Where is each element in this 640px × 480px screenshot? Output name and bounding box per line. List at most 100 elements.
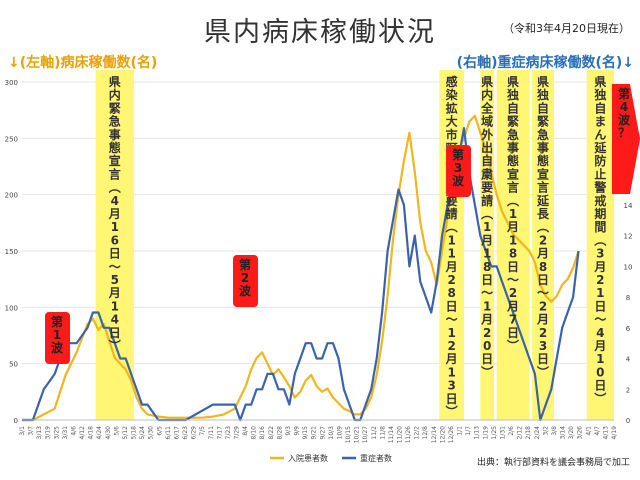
band-label-char: 月 (593, 339, 606, 353)
x-tick-label: 3/1 (19, 426, 26, 436)
band-label-char: 緊 (537, 114, 549, 129)
band-label-char: 急 (507, 127, 519, 142)
band-label-char: 月 (480, 313, 493, 327)
right-tick-label: 14 (624, 202, 633, 210)
right-tick-label: 8 (626, 294, 630, 302)
x-tick-label: 10/9 (336, 426, 343, 440)
x-tick-label: 4/7 (594, 426, 601, 436)
wave-label-char: ？ (618, 126, 630, 140)
band-label-char: 独 (506, 87, 519, 102)
band-label-char: 4 (111, 194, 119, 208)
x-tick-label: 11/14 (388, 426, 395, 443)
band-label-char: 1 (509, 207, 517, 221)
x-tick-label: 7/11 (208, 426, 215, 440)
legend-label: 入院患者数 (288, 453, 328, 463)
band-label-char: 6 (111, 233, 119, 247)
x-tick-label: 12/8 (422, 426, 429, 440)
band-label-char: 言 (109, 166, 121, 181)
x-tick-label: 8/10 (251, 426, 258, 440)
band-label-char: 2 (447, 273, 455, 287)
band-label-char: 2 (539, 326, 547, 340)
band-label-char: 日 (594, 379, 606, 393)
x-tick-label: 2/6 (508, 426, 515, 436)
band-label-char: 8 (447, 286, 455, 300)
x-tick-label: 4/19 (611, 426, 618, 440)
band-label-char: ︵ (593, 233, 607, 247)
x-tick-label: 5/30 (148, 426, 155, 440)
x-tick-label: 1/31 (499, 426, 506, 440)
x-tick-label: 9/3 (285, 426, 292, 436)
band-label-char: 自 (507, 100, 519, 115)
band-label-char: 要 (481, 180, 493, 195)
band-label-char: 延 (593, 140, 607, 155)
x-tick-label: 3/14 (560, 426, 567, 440)
band-label-char: 戒 (594, 193, 606, 208)
band-label-char: 日 (481, 352, 493, 366)
band-label-char: 4 (111, 313, 119, 327)
band-label-char: 請 (446, 206, 458, 221)
severe-line (22, 127, 580, 422)
wave-callout-box (45, 312, 70, 364)
band-label-char: 事 (507, 140, 519, 155)
wave-label-char: 1 (53, 328, 61, 342)
hospitalized-line (22, 114, 580, 422)
band-label-char: ︵ (536, 220, 550, 234)
band-label-char: 8 (483, 260, 491, 274)
band-label-char: 月 (536, 247, 549, 261)
band-label-char: 緊 (109, 100, 121, 115)
band-label-char: 2 (539, 233, 547, 247)
x-tick-label: 11/20 (397, 426, 404, 443)
x-tick-label: 1/1 (457, 426, 464, 436)
band-label-char: 急 (109, 114, 121, 129)
band-label-char: 緊 (507, 114, 519, 129)
x-tick-label: 8/28 (276, 426, 283, 440)
band-label-char: 0 (483, 339, 491, 353)
band-label-char: ︶ (108, 338, 122, 353)
band-label-char: ︶ (536, 364, 550, 379)
band-label-char: 事 (109, 127, 121, 142)
x-tick-label: 12/14 (431, 426, 438, 443)
x-tick-label: 5/6 (113, 426, 120, 436)
band-label-char: ～ (446, 313, 458, 327)
band-label-char: 日 (446, 299, 458, 313)
x-tick-label: 12/20 (439, 426, 446, 443)
band-label-char: 1 (596, 286, 604, 300)
band-label-char: 2 (539, 299, 547, 313)
band-label-char: 月 (445, 260, 458, 274)
left-tick-label: 200 (5, 192, 18, 200)
band-label-char: ～ (537, 286, 549, 300)
band-label-char: 1 (111, 220, 119, 234)
band-label-char: 自 (537, 100, 549, 115)
band-label-char: 8 (509, 247, 517, 261)
left-tick-label: 150 (5, 248, 18, 256)
x-tick-label: 12/26 (448, 426, 455, 443)
band-label-char: 1 (447, 233, 455, 247)
x-tick-label: 6/17 (173, 426, 180, 440)
x-tick-label: 3/25 (53, 426, 60, 440)
band-label-char: 拡 (446, 100, 458, 115)
x-tick-label: 7/29 (233, 426, 240, 440)
x-tick-label: 2/18 (525, 426, 532, 440)
x-tick-label: 7/23 (225, 426, 232, 440)
x-tick-label: 1/7 (465, 426, 472, 436)
band-label-char: 2 (447, 339, 455, 353)
band-label-char: 急 (537, 127, 549, 142)
band-label-char: 1 (111, 299, 119, 313)
band-label-char: 2 (509, 286, 517, 300)
band-label-char: 域 (481, 114, 493, 129)
wave-label-char: 2 (241, 271, 249, 285)
band-label-char: 全 (480, 100, 494, 115)
wave-label-char: 第 (452, 147, 464, 162)
x-tick-label: 9/27 (319, 426, 326, 440)
x-tick-label: 4/18 (88, 426, 95, 440)
wave-label-char: 波 (452, 173, 465, 188)
band-label-char: 4 (596, 326, 604, 340)
band-label-char: 態 (507, 153, 519, 168)
band-label-char: 言 (537, 180, 549, 195)
band-label-char: ︵ (445, 220, 459, 234)
chart-title: 県内病床稼働状況 (204, 17, 436, 48)
x-tick-label: 2/24 (534, 426, 541, 440)
x-tick-label: 6/5 (156, 426, 163, 436)
band-label-char: 自 (481, 153, 493, 168)
